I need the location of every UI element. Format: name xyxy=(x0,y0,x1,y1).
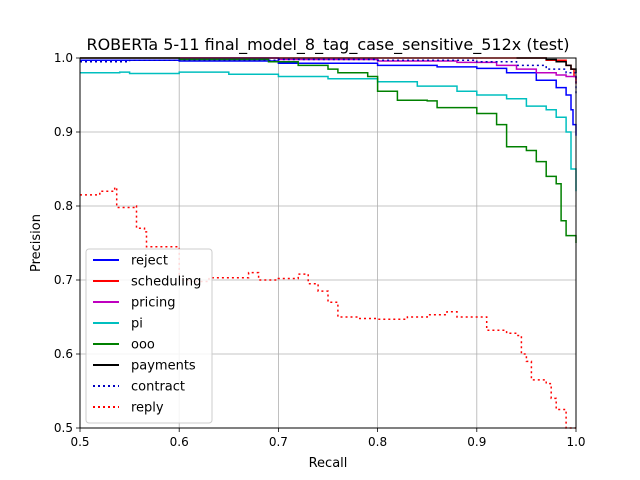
legend-label-ooo: ooo xyxy=(131,338,155,353)
chart-title: ROBERTa 5-11 final_model_8_tag_case_sens… xyxy=(86,35,569,55)
plot-series xyxy=(80,57,577,429)
y-tick-label: 0.8 xyxy=(54,199,73,213)
x-tick-label: 0.7 xyxy=(269,435,288,449)
y-tick-label: 0.6 xyxy=(54,347,73,361)
legend-label-scheduling: scheduling xyxy=(131,275,201,290)
series-line-ooo xyxy=(80,57,577,243)
series-line-reply xyxy=(80,186,576,429)
y-axis-label: Precision xyxy=(29,214,44,272)
x-axis-label: Recall xyxy=(309,456,348,471)
x-tick-label: 0.9 xyxy=(467,435,486,449)
legend: reject scheduling pricing pi ooo payments cont… xyxy=(85,248,213,424)
series-line-contract xyxy=(80,58,577,95)
legend-label-reject: reject xyxy=(131,254,168,269)
legend-label-payments: payments xyxy=(131,359,196,374)
x-tick-label: 1.0 xyxy=(566,435,585,449)
y-tick-label: 0.5 xyxy=(54,421,73,435)
y-tick-label: 1.0 xyxy=(54,51,73,65)
series-line-reject xyxy=(80,59,577,136)
x-tick-label: 0.6 xyxy=(170,435,189,449)
legend-box xyxy=(85,248,213,424)
y-tick-label: 0.7 xyxy=(54,273,73,287)
series-line-pi xyxy=(80,71,577,192)
legend-label-pricing: pricing xyxy=(131,296,175,311)
x-tick-label: 0.8 xyxy=(368,435,387,449)
legend-label-contract: contract xyxy=(131,380,185,395)
plot-frame xyxy=(79,57,577,429)
legend-label-reply: reply xyxy=(131,401,164,416)
series-line-payments xyxy=(516,57,577,73)
legend-label-pi: pi xyxy=(131,317,143,332)
y-tick-label: 0.9 xyxy=(54,125,73,139)
axis-ticks: 0.5 0.6 0.7 0.8 0.9 1.0 0.5 0.6 0.7 0.8 0.9 1.0 xyxy=(54,51,586,449)
x-tick-label: 0.5 xyxy=(70,435,89,449)
